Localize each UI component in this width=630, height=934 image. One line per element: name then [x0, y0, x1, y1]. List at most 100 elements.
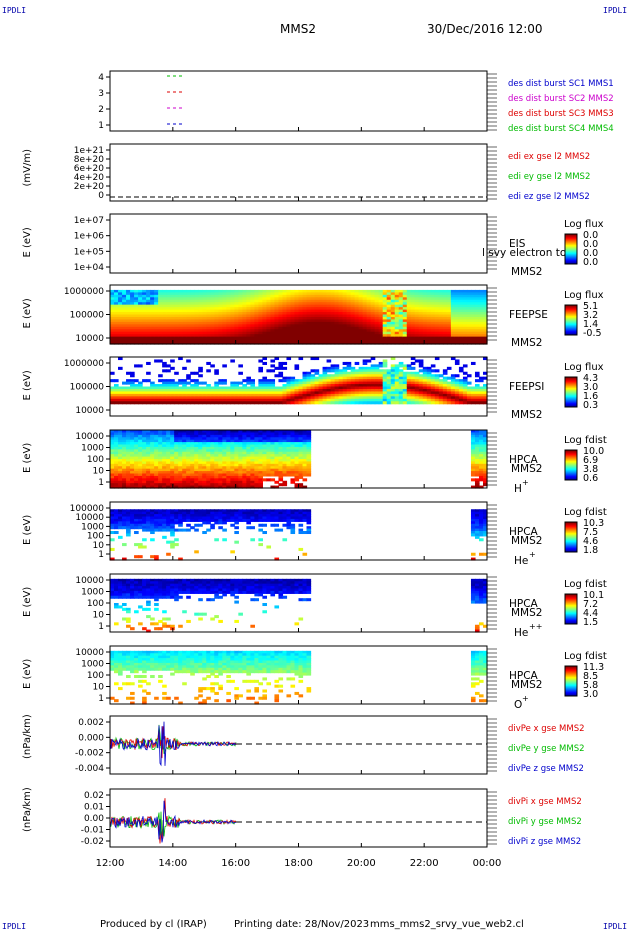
- spectrogram-cell: [282, 463, 288, 467]
- spectrogram-cell: [374, 371, 380, 375]
- spectrogram-cell: [386, 381, 392, 385]
- colorbar-step: [565, 401, 577, 403]
- spectrogram-cell: [158, 374, 163, 378]
- spectrogram-cell: [286, 336, 292, 340]
- spectrogram-cell: [170, 379, 175, 383]
- spectrogram-cell: [266, 326, 272, 330]
- spectrogram-cell: [362, 371, 368, 375]
- spectrogram-cell: [170, 331, 175, 335]
- spectrogram-cell: [270, 398, 276, 402]
- spectrogram-cell: [294, 297, 300, 301]
- spectrogram-cell: [134, 483, 139, 487]
- spectrogram-cell: [414, 309, 420, 313]
- spectrogram-cell: [270, 442, 276, 446]
- spectrogram-cell: [398, 329, 404, 333]
- spectrogram-cell: [190, 304, 195, 308]
- spectrogram-cell: [154, 478, 159, 482]
- spectrogram-cell: [118, 386, 123, 390]
- spectrogram-cell: [298, 473, 304, 477]
- spectrogram-cell: [198, 289, 203, 293]
- spectrogram-cell: [158, 483, 163, 487]
- spectrogram-cell: [150, 289, 155, 293]
- spectrogram-cell: [110, 466, 115, 470]
- spectrogram-cell: [478, 336, 484, 340]
- spectrogram-cell: [166, 297, 171, 301]
- spectrogram-cell: [350, 304, 356, 308]
- spectrogram-cell: [474, 459, 480, 463]
- spectrogram-cell: [198, 468, 203, 472]
- spectrogram-cell: [190, 319, 195, 323]
- spectrogram-cell: [154, 528, 159, 532]
- spectrogram-cell: [362, 376, 368, 380]
- spectrogram-cell: [230, 437, 235, 441]
- spectrogram-cell: [162, 521, 167, 525]
- spectrogram-cell: [478, 324, 484, 328]
- spectrogram-cell: [366, 374, 372, 378]
- spectrogram-cell: [398, 321, 404, 325]
- spectrogram-cell: [154, 386, 159, 390]
- spectrogram-cell: [334, 396, 340, 400]
- spectrogram-cell: [334, 376, 340, 380]
- spectrogram-cell: [482, 449, 488, 453]
- spectrogram-cell: [110, 437, 115, 441]
- spectrogram-cell: [310, 393, 316, 397]
- spectrogram-cell: [146, 437, 151, 441]
- spectrogram-cell: [178, 336, 183, 340]
- spectrogram-cell: [338, 374, 344, 378]
- spectrogram-cell: [150, 523, 155, 527]
- spectrogram-cell: [358, 297, 364, 301]
- spectrogram-cell: [282, 449, 288, 453]
- spectrogram-cell: [446, 297, 452, 301]
- spectrogram-cell: [310, 289, 316, 293]
- spectrogram-cell: [430, 374, 436, 378]
- spectrogram-cell: [374, 398, 380, 402]
- spectrogram-cell: [454, 393, 460, 397]
- spectrogram-cell: [294, 307, 300, 311]
- spectrogram-cell: [446, 299, 452, 303]
- spectrogram-cell: [178, 471, 183, 475]
- spectrogram-cell: [118, 523, 123, 527]
- spectrogram-cell: [358, 379, 364, 383]
- spectrogram-cell: [154, 523, 159, 527]
- spectrogram-cell: [146, 319, 151, 323]
- spectrogram-cell: [370, 321, 376, 325]
- spectrogram-cell: [438, 336, 444, 340]
- spectrogram-cell: [362, 297, 368, 301]
- spectrogram-cell: [170, 475, 175, 479]
- spectrogram-cell: [150, 329, 155, 333]
- spectrogram-cell: [390, 398, 396, 402]
- spectrogram-cell: [166, 321, 171, 325]
- spectrogram-cell: [206, 466, 211, 470]
- spectrogram-cell: [230, 336, 235, 340]
- spectrogram-cell: [194, 523, 199, 527]
- spectrogram-cell: [162, 456, 167, 460]
- spectrogram-cell: [322, 396, 328, 400]
- spectrogram-cell: [402, 321, 408, 325]
- spectrogram-cell: [138, 437, 143, 441]
- colorbar-step: [565, 453, 577, 455]
- spectrogram-cell: [158, 393, 163, 397]
- spectrogram-cell: [286, 302, 292, 306]
- spectrogram-cell: [314, 294, 320, 298]
- spectrogram-cell: [350, 386, 356, 390]
- spectrogram-cell: [126, 371, 131, 375]
- spectrogram-cell: [110, 485, 115, 489]
- spectrogram-cell: [322, 319, 328, 323]
- spectrogram-cell: [230, 294, 235, 298]
- spectrogram-cell: [290, 326, 296, 330]
- colorbar-step: [565, 398, 577, 400]
- spectrogram-cell: [310, 336, 316, 340]
- spectrogram-cell: [110, 483, 115, 487]
- spectrogram-cell: [254, 478, 259, 482]
- spectrogram-cell: [322, 294, 328, 298]
- spectrogram-cell: [238, 393, 243, 397]
- spectrogram-cell: [154, 321, 159, 325]
- spectrogram-cell: [266, 449, 272, 453]
- spectrogram-cell: [158, 446, 163, 450]
- spectrogram-cell: [366, 391, 372, 395]
- spectrogram-cell: [330, 329, 336, 333]
- y-tick-label: 1000: [81, 444, 104, 454]
- spectrogram-cell: [146, 439, 151, 443]
- spectrogram-cell: [182, 321, 187, 325]
- spectrogram-cell: [334, 369, 340, 373]
